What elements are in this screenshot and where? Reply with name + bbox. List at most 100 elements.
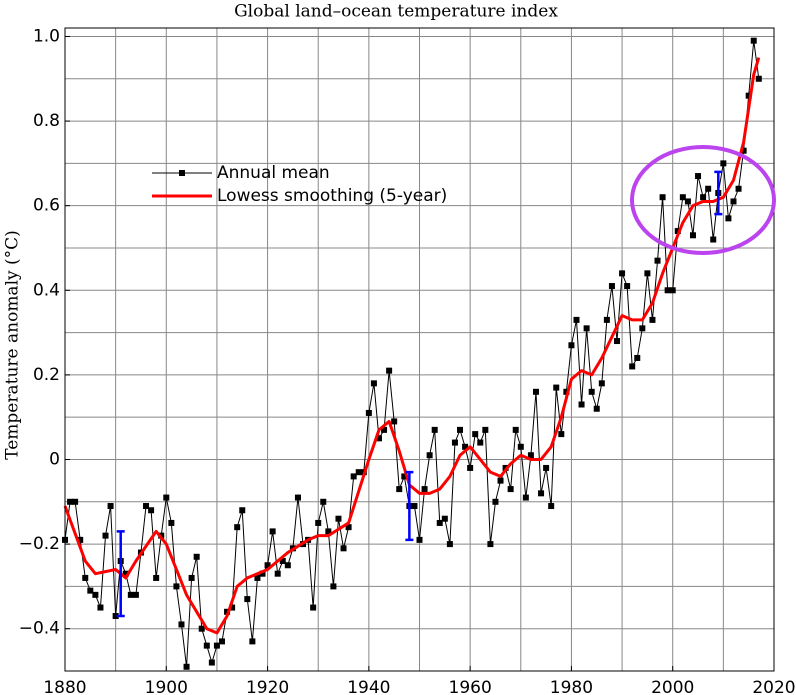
data-point (568, 342, 575, 349)
data-point (431, 426, 438, 433)
data-point (441, 515, 448, 522)
data-point (391, 418, 398, 425)
data-point (548, 503, 555, 510)
data-point (239, 507, 246, 514)
data-point (573, 316, 580, 323)
data-point (467, 464, 474, 471)
y-axis-label: Temperature anomaly (°C) (3, 230, 23, 460)
data-point (132, 591, 139, 598)
data-point (755, 75, 762, 82)
data-point (264, 562, 271, 569)
data-point (705, 185, 712, 192)
data-point (563, 388, 570, 395)
series-line (64, 40, 760, 668)
data-point (148, 507, 155, 514)
data-point (492, 498, 499, 505)
data-point (487, 541, 494, 548)
data-point (284, 562, 291, 569)
data-point (740, 147, 747, 154)
error-bar (116, 530, 125, 618)
data-point (745, 92, 752, 99)
data-point (679, 194, 686, 201)
y-tick-label: −0.4 (19, 619, 60, 639)
data-point (143, 503, 150, 510)
data-point (598, 380, 605, 387)
data-point (102, 532, 109, 539)
data-point (416, 536, 423, 543)
data-point (365, 409, 372, 416)
y-tick-label: 0.4 (33, 280, 60, 300)
data-point (517, 443, 524, 450)
legend-label: Annual mean (217, 163, 330, 183)
x-tick-label: 2000 (651, 678, 694, 695)
data-point (229, 604, 236, 611)
data-point (340, 545, 347, 552)
data-point (689, 232, 696, 239)
data-point (127, 591, 134, 598)
data-point (639, 325, 646, 332)
data-point (700, 194, 707, 201)
data-point (213, 642, 220, 649)
y-tick-label: 0.8 (33, 111, 60, 131)
data-point (446, 541, 453, 548)
data-point (330, 583, 337, 590)
data-point (163, 494, 170, 501)
data-point (203, 642, 210, 649)
data-point (355, 469, 362, 476)
x-tick-label: 1960 (449, 678, 492, 695)
data-point (457, 426, 464, 433)
data-point (436, 519, 443, 526)
data-point (472, 431, 479, 438)
data-point (193, 553, 200, 560)
data-point (578, 401, 585, 408)
data-point (183, 663, 190, 670)
data-point (654, 257, 661, 264)
data-point (208, 659, 215, 666)
data-point (664, 287, 671, 294)
error-bar (405, 470, 414, 542)
data-point (350, 473, 357, 480)
data-point (593, 405, 600, 412)
data-point (234, 524, 241, 531)
data-point (624, 283, 631, 290)
data-point (512, 426, 519, 433)
data-point (173, 583, 180, 590)
data-point (462, 443, 469, 450)
data-point (77, 536, 84, 543)
error-bar (714, 170, 723, 216)
data-point (538, 490, 545, 497)
data-point (198, 625, 205, 632)
annotation-circle (630, 145, 776, 255)
data-point (735, 185, 742, 192)
legend-label: Lowess smoothing (5-year) (217, 186, 447, 206)
data-point (168, 519, 175, 526)
data-point (72, 498, 79, 505)
data-point (583, 325, 590, 332)
x-tick-label: 1920 (246, 678, 289, 695)
data-point (274, 570, 281, 577)
data-point (649, 316, 656, 323)
data-point (411, 503, 418, 510)
data-point (674, 228, 681, 235)
data-point (482, 426, 489, 433)
data-point (644, 270, 651, 277)
data-point (218, 638, 225, 645)
plot-frame (64, 27, 775, 672)
y-tick-label: 0.6 (33, 196, 60, 216)
x-tick-label: 1900 (145, 678, 188, 695)
data-point (710, 236, 717, 243)
data-point (527, 452, 534, 459)
data-point (451, 439, 458, 446)
y-tick-label: 1.0 (33, 26, 60, 46)
series-line (63, 57, 761, 635)
y-tick-label: 0 (49, 449, 60, 469)
x-tick-label: 1980 (550, 678, 593, 695)
data-point (497, 477, 504, 484)
data-point (634, 354, 641, 361)
data-point (396, 486, 403, 493)
data-point (178, 621, 185, 628)
data-point (345, 524, 352, 531)
legend-marker (179, 170, 185, 176)
data-point (522, 494, 529, 501)
